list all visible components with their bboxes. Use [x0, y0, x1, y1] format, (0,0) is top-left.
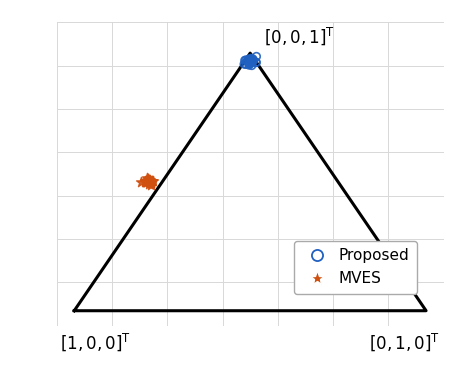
Point: [248, 63, 255, 68]
Legend: Proposed, MVES: Proposed, MVES: [294, 241, 417, 294]
Point: [143, 178, 151, 184]
Point: [245, 62, 253, 68]
Point: [252, 60, 260, 65]
Point: [245, 60, 253, 66]
Point: [147, 179, 154, 185]
Point: [253, 54, 260, 60]
Point: [245, 61, 253, 67]
Point: [246, 59, 254, 65]
Point: [148, 178, 156, 184]
Point: [248, 58, 256, 64]
Point: [246, 59, 254, 65]
Point: [247, 56, 255, 61]
Point: [245, 57, 253, 63]
Point: [145, 179, 153, 185]
Point: [141, 178, 149, 184]
Point: [147, 180, 155, 186]
Text: $[1,0,0]^{\mathrm{T}}$: $[1,0,0]^{\mathrm{T}}$: [60, 332, 131, 353]
Point: [246, 61, 254, 67]
Point: [142, 178, 150, 184]
Point: [144, 176, 152, 182]
Point: [149, 178, 156, 184]
Point: [143, 179, 150, 185]
Point: [242, 61, 250, 67]
Point: [143, 179, 150, 185]
Point: [141, 179, 149, 185]
Point: [144, 176, 152, 182]
Point: [245, 56, 253, 62]
Point: [146, 178, 153, 184]
Point: [147, 180, 155, 186]
Point: [143, 175, 151, 181]
Point: [145, 176, 153, 182]
Point: [145, 179, 153, 185]
Point: [244, 57, 251, 63]
Point: [240, 61, 248, 67]
Point: [249, 56, 257, 62]
Point: [249, 58, 256, 64]
Point: [147, 177, 154, 183]
Point: [145, 181, 153, 187]
Point: [143, 179, 151, 185]
Point: [246, 58, 254, 64]
Point: [249, 57, 257, 63]
Point: [253, 59, 260, 65]
Text: $[0,0,1]^{\mathrm{T}}$: $[0,0,1]^{\mathrm{T}}$: [264, 26, 335, 47]
Text: $[0,1,0]^{\mathrm{T}}$: $[0,1,0]^{\mathrm{T}}$: [369, 332, 440, 353]
Point: [244, 58, 252, 64]
Point: [242, 57, 250, 63]
Point: [241, 57, 249, 63]
Point: [144, 178, 152, 184]
Point: [147, 182, 155, 188]
Point: [149, 178, 156, 184]
Point: [250, 58, 257, 64]
Point: [137, 179, 144, 185]
